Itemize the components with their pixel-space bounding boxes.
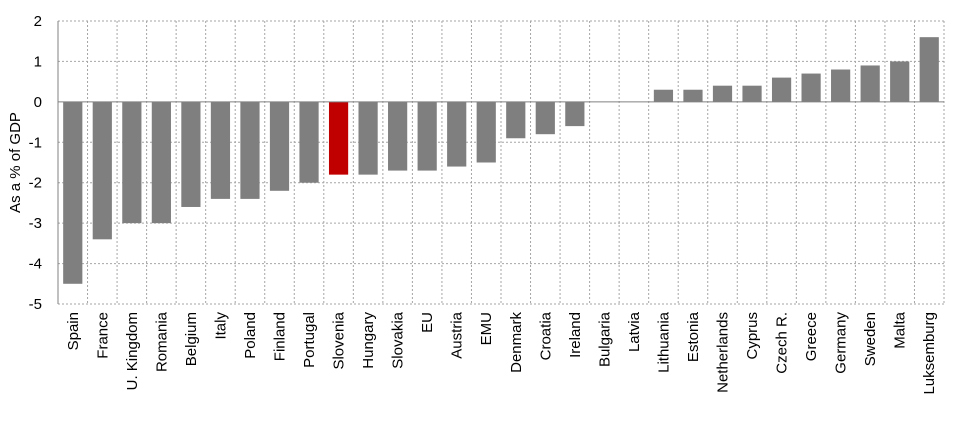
x-tick-label: Czech R.: [774, 312, 791, 374]
x-tick-label: France: [94, 312, 111, 359]
bar-poland: [240, 101, 260, 199]
bar-ireland: [565, 101, 585, 127]
x-tick-label: Poland: [242, 312, 259, 359]
x-tick-label: EMU: [478, 312, 495, 345]
x-tick-label: Cyprus: [744, 312, 761, 360]
bar-croatia: [535, 101, 555, 135]
x-tick-label: Italy: [212, 312, 229, 340]
x-tick-label: Denmark: [508, 312, 525, 373]
y-axis-label: As a % of GDP: [7, 112, 24, 213]
bar-malta: [890, 61, 910, 102]
bar-spain: [63, 101, 83, 284]
bar-greece: [801, 73, 821, 102]
x-tick-label: Slovakia: [390, 311, 407, 368]
bar-eu: [417, 101, 437, 171]
x-tick-label: Finland: [272, 312, 289, 361]
bar-portugal: [299, 101, 319, 183]
bar-austria: [447, 101, 467, 167]
grid-lines: [57, 20, 945, 305]
bar-finland: [269, 101, 290, 191]
bar-belgium: [181, 101, 201, 207]
x-tick-label: Belgium: [183, 312, 200, 366]
x-tick-label: Latvia: [626, 311, 643, 352]
x-tick-label: Netherlands: [715, 312, 732, 393]
bar-hungary: [358, 101, 378, 175]
bar-slovakia: [388, 101, 408, 171]
bar-sweden: [860, 65, 880, 102]
y-tick-label: -4: [29, 256, 42, 273]
bar-emu: [476, 101, 496, 163]
bar-netherlands: [712, 85, 733, 102]
y-tick-label: 2: [34, 13, 42, 30]
bars: [63, 37, 939, 284]
bar-italy: [210, 101, 231, 199]
y-tick-label: 1: [34, 53, 42, 70]
bar-slovenia: [328, 101, 349, 175]
bar-germany: [831, 69, 851, 102]
x-tick-label: Lithuania: [655, 311, 672, 373]
bar-u-kingdom: [122, 101, 142, 224]
x-tick-label: Ireland: [567, 312, 584, 358]
x-tick-label: Greece: [803, 312, 820, 361]
x-tick-label: Bulgaria: [596, 311, 613, 367]
x-tick-label: Luksemburg: [921, 312, 938, 395]
x-tick-label: EU: [419, 312, 436, 333]
bar-cyprus: [742, 85, 762, 102]
x-tick-label: Spain: [65, 312, 82, 350]
x-tick-label: Germany: [833, 311, 850, 373]
x-tick-label: Estonia: [685, 311, 702, 362]
bar-estonia: [683, 89, 703, 102]
bar-denmark: [506, 101, 526, 139]
x-tick-label: Croatia: [537, 311, 554, 360]
x-tick-labels: Spain France U. Kingdom Romania Belgium Italy…: [65, 311, 938, 394]
x-tick-label: Slovenia: [331, 311, 348, 369]
bar-czech-r: [771, 77, 792, 102]
y-tick-label: -3: [29, 215, 42, 232]
bar-france: [92, 101, 112, 240]
bar-romania: [151, 101, 171, 224]
y-tick-label: 0: [34, 94, 42, 111]
y-tick-label: -5: [29, 296, 42, 313]
axes: [57, 21, 944, 304]
x-tick-label: Sweden: [862, 312, 879, 366]
bar-luksemburg: [919, 37, 939, 102]
y-tick-label: -1: [29, 134, 42, 151]
y-tick-label: -2: [29, 175, 42, 192]
x-tick-label: Austria: [449, 311, 466, 358]
bar-lithuania: [653, 89, 674, 102]
y-tick-labels: -5 -4 -3 -2 -1 0 1 2: [29, 13, 42, 313]
x-tick-label: Malta: [892, 311, 909, 348]
x-tick-label: Hungary: [360, 312, 377, 369]
x-tick-label: U. Kingdom: [124, 312, 141, 390]
x-tick-label: Portugal: [301, 312, 318, 368]
x-tick-label: Romania: [153, 311, 170, 372]
